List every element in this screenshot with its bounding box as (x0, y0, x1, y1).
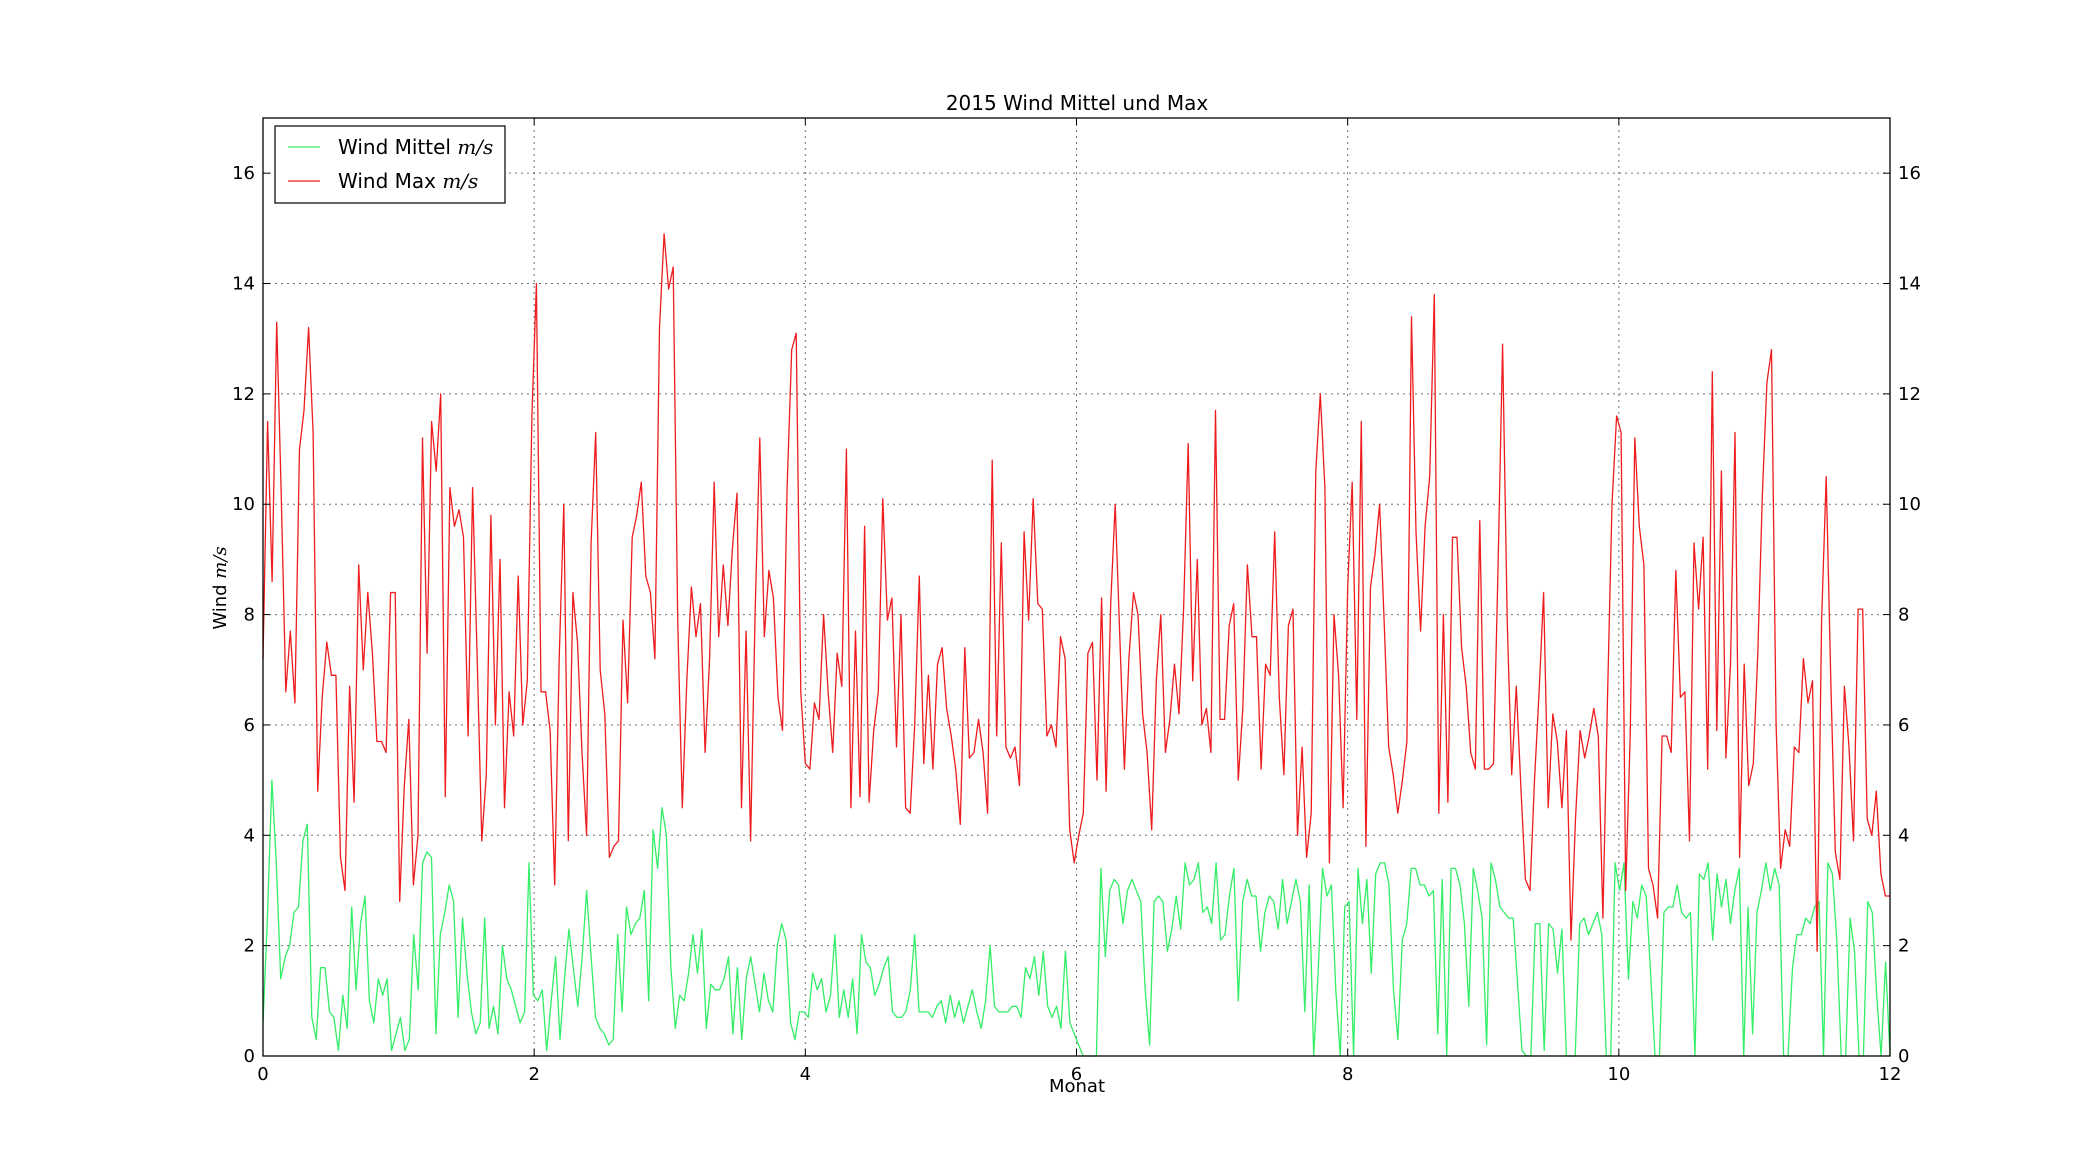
y-tick-label-right-14: 14 (1898, 274, 1921, 295)
x-tick-label-4: 4 (800, 1064, 811, 1085)
series-line-wind-mittel (262, 779, 1891, 1057)
y-tick-label-right-2: 2 (1898, 936, 1909, 957)
grid-lines (263, 118, 1890, 1056)
y-tick-label-left-14: 14 (232, 274, 255, 295)
y-tick-label-left-10: 10 (232, 494, 255, 515)
legend-label-max-text: Wind Max (338, 169, 436, 193)
y-tick-label-left-2: 2 (244, 936, 255, 957)
x-tick-label-10: 10 (1607, 1064, 1630, 1085)
y-tick-label-left-6: 6 (244, 715, 255, 736)
y-tick-label-left-4: 4 (244, 825, 255, 846)
x-tick-label-2: 2 (528, 1064, 539, 1085)
y-axis-label-unit: m/s (210, 546, 231, 578)
x-axis-label: Monat (1049, 1076, 1105, 1097)
legend-box (274, 125, 506, 204)
x-tick-label-6: 6 (1071, 1064, 1082, 1085)
x-tick-label-8: 8 (1342, 1064, 1353, 1085)
x-tick-label-12: 12 (1879, 1064, 1902, 1085)
y-axis-label: Wind m/s (210, 546, 231, 629)
chart-title: 2015 Wind Mittel und Max (946, 91, 1209, 115)
axes (262, 117, 1891, 1057)
y-tick-label-left-12: 12 (232, 384, 255, 405)
legend-label-mittel-text: Wind Mittel (338, 135, 451, 159)
series-layer (262, 233, 1891, 1057)
legend: Wind Mittel m/s Wind Max m/s (274, 125, 506, 204)
y-tick-label-right-10: 10 (1898, 494, 1921, 515)
legend-label-max: Wind Max m/s (338, 169, 478, 193)
legend-label-max-unit: m/s (442, 169, 478, 193)
y-tick-label-left-0: 0 (244, 1046, 255, 1067)
y-axis-label-text: Wind (210, 584, 231, 629)
y-tick-label-right-0: 0 (1898, 1046, 1909, 1067)
series-line-wind-max (262, 233, 1890, 952)
x-tick-label-0: 0 (257, 1064, 268, 1085)
legend-label-mittel-unit: m/s (457, 135, 493, 159)
legend-label-mittel: Wind Mittel m/s (338, 135, 493, 159)
y-tick-label-left-16: 16 (232, 163, 255, 184)
y-tick-label-right-16: 16 (1898, 163, 1921, 184)
y-tick-label-right-8: 8 (1898, 605, 1909, 626)
y-tick-label-right-4: 4 (1898, 825, 1909, 846)
y-tick-label-left-8: 8 (244, 605, 255, 626)
y-tick-label-right-6: 6 (1898, 715, 1909, 736)
y-tick-label-right-12: 12 (1898, 384, 1921, 405)
